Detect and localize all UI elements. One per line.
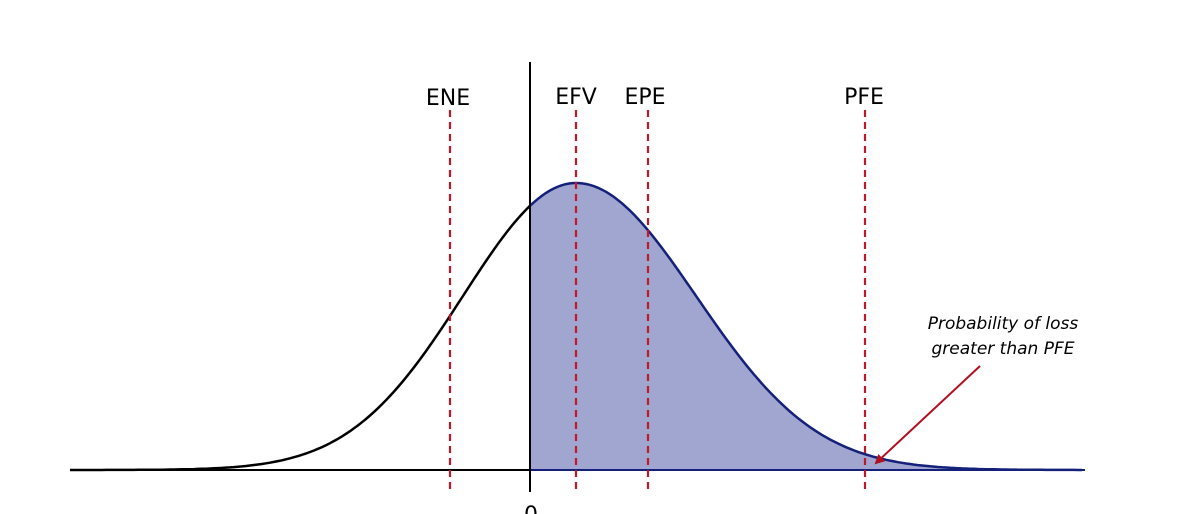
marker-label: EPE (624, 85, 665, 110)
annotation-arrow (874, 365, 981, 465)
shaded-area (530, 183, 1085, 470)
annotation-line: greater than PFE (932, 339, 1075, 359)
annotation-line: Probability of loss (928, 314, 1079, 334)
marker-label: ENE (426, 86, 470, 111)
marker-label: EFV (555, 85, 597, 110)
zero-label: 0 (524, 503, 538, 514)
marker-label: PFE (844, 85, 884, 110)
curve-left (70, 204, 531, 472)
